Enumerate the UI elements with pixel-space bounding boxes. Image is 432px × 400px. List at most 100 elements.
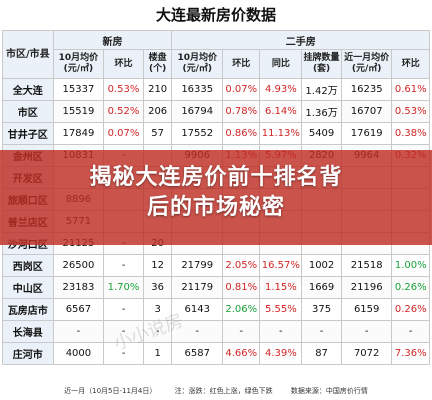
table-cell: 7072 (340, 342, 393, 365)
table-row: 全大连 15337 0.53% 210 16335 0.07% 4.93% 1.42万 1623… (2, 78, 430, 101)
table-cell: 15337 (52, 78, 105, 101)
table-cell: 17849 (52, 122, 105, 145)
table-cell: 7.36% (391, 342, 430, 365)
table-cell: 5.55% (259, 298, 303, 321)
headline-line-1: 揭秘大连房价前十排名背 (89, 165, 343, 190)
table-cell: - (259, 320, 303, 343)
table-cell: 0.26% (391, 276, 430, 299)
table-cell: 17619 (340, 122, 393, 145)
col-header: 楼盘(个) (142, 49, 173, 79)
headline-banner (0, 150, 432, 245)
table-cell: 4.93% (259, 78, 303, 101)
table-cell: - (301, 320, 342, 343)
table-cell: - (222, 320, 261, 343)
table-cell: - (103, 254, 144, 277)
city-cell: 西岗区 (2, 254, 54, 277)
table-cell: 1.70% (103, 276, 144, 299)
table-cell: 21196 (340, 276, 393, 299)
table-cell: - (103, 298, 144, 321)
table-row: 西岗区 26500-12 21799 2.05% 16.57% 1002 21518 1.00… (2, 254, 430, 277)
table-row: 甘井子区 17849 0.07% 57 17552 0.86% 11.13% 5409 1761… (2, 122, 430, 145)
table-cell: 16794 (171, 100, 224, 123)
headline-text: 揭秘大连房价前十排名背 后的市场秘密 (0, 163, 432, 223)
table-cell: 6587 (171, 342, 224, 365)
table-cell: 36 (142, 276, 173, 299)
city-cell: 长海县 (2, 320, 54, 343)
col-header: 10月均价(元/㎡) (52, 49, 105, 79)
table-cell: 21799 (171, 254, 224, 277)
table-cell: - (103, 320, 144, 343)
table-row: 长海县 - - - - - - - - - (2, 320, 430, 343)
city-cell: 全大连 (2, 78, 54, 101)
table-cell: 0.78% (222, 100, 261, 123)
table-cell: 1669 (301, 276, 342, 299)
table-cell: 5409 (301, 122, 342, 145)
city-cell: 庄河市 (2, 342, 54, 365)
table-cell: 4000 (52, 342, 105, 365)
table-cell: 11.13% (259, 122, 303, 145)
table-cell: 16.57% (259, 254, 303, 277)
footer-range: 近一月（10月5日-11月4日） (64, 387, 157, 395)
page-title: 大连最新房价数据 (155, 6, 276, 24)
footer-note: 注：涨跌：红色上涨，绿色下跌 (174, 387, 273, 395)
footer: 近一月（10月5日-11月4日） 注：涨跌：红色上涨，绿色下跌 数据来源：中国房… (0, 384, 432, 398)
new-house-header: 新房 (52, 30, 173, 50)
table-cell: 26500 (52, 254, 105, 277)
table-cell: 21179 (171, 276, 224, 299)
table-row: 瓦房店市 6567-3 6143 2.06% 5.55% 375 6159 0.26% (2, 298, 430, 321)
table-cell: 1.00% (391, 254, 430, 277)
table-cell: 57 (142, 122, 173, 145)
table-cell: - (103, 342, 144, 365)
city-col-header: 市区/市县 (2, 30, 54, 79)
col-header: 环比 (222, 49, 261, 79)
table-cell: 17552 (171, 122, 224, 145)
table-cell: - (171, 320, 224, 343)
city-cell: 市区 (2, 100, 54, 123)
table-cell: 0.86% (222, 122, 261, 145)
headline-line-2: 后的市场秘密 (146, 195, 285, 220)
table-cell: 0.81% (222, 276, 261, 299)
table-cell: 0.53% (103, 78, 144, 101)
table-cell: 210 (142, 78, 173, 101)
col-header: 同比 (259, 49, 303, 79)
table-cell: - (340, 320, 393, 343)
table-cell: 0.26% (391, 298, 430, 321)
table-cell: 206 (142, 100, 173, 123)
table-cell: 6.14% (259, 100, 303, 123)
col-header: 近一月均价(元/㎡) (340, 49, 393, 79)
table-cell: 16335 (171, 78, 224, 101)
table-cell: 1 (142, 342, 173, 365)
table-cell: 0.07% (222, 78, 261, 101)
table-cell: 12 (142, 254, 173, 277)
table-cell: 16235 (340, 78, 393, 101)
table-row: 中山区 23183 1.70% 36 21179 0.81% 1.15% 1669 21196 0… (2, 276, 430, 299)
table-cell: 6567 (52, 298, 105, 321)
table-cell: 375 (301, 298, 342, 321)
table-cell: 16707 (340, 100, 393, 123)
col-header: 挂牌数量(套) (301, 49, 342, 79)
second-hand-header: 二手房 (171, 30, 430, 50)
table-cell: 1.42万 (301, 78, 342, 101)
col-header: 环比 (391, 49, 430, 79)
table-cell: 1002 (301, 254, 342, 277)
table-cell: 21518 (340, 254, 393, 277)
table-cell: 0.07% (103, 122, 144, 145)
table-cell: - (391, 320, 430, 343)
table-row: 庄河市 4000-1 6587 4.66% 4.39% 87 7072 7.36% (2, 342, 430, 365)
city-cell: 中山区 (2, 276, 54, 299)
footer-source: 数据来源：中国房价行情 (290, 387, 368, 395)
table-cell: 15519 (52, 100, 105, 123)
table-cell: 23183 (52, 276, 105, 299)
col-header: 10月均价(元/㎡) (171, 49, 224, 79)
city-cell: 瓦房店市 (2, 298, 54, 321)
table-cell: 2.05% (222, 254, 261, 277)
table-cell: - (52, 320, 105, 343)
table-cell: 0.61% (391, 78, 430, 101)
col-header: 环比 (103, 49, 144, 79)
table-cell: 0.38% (391, 122, 430, 145)
table-cell: 4.66% (222, 342, 261, 365)
table-cell: 6159 (340, 298, 393, 321)
table-cell: 4.39% (259, 342, 303, 365)
table-cell: 2.06% (222, 298, 261, 321)
